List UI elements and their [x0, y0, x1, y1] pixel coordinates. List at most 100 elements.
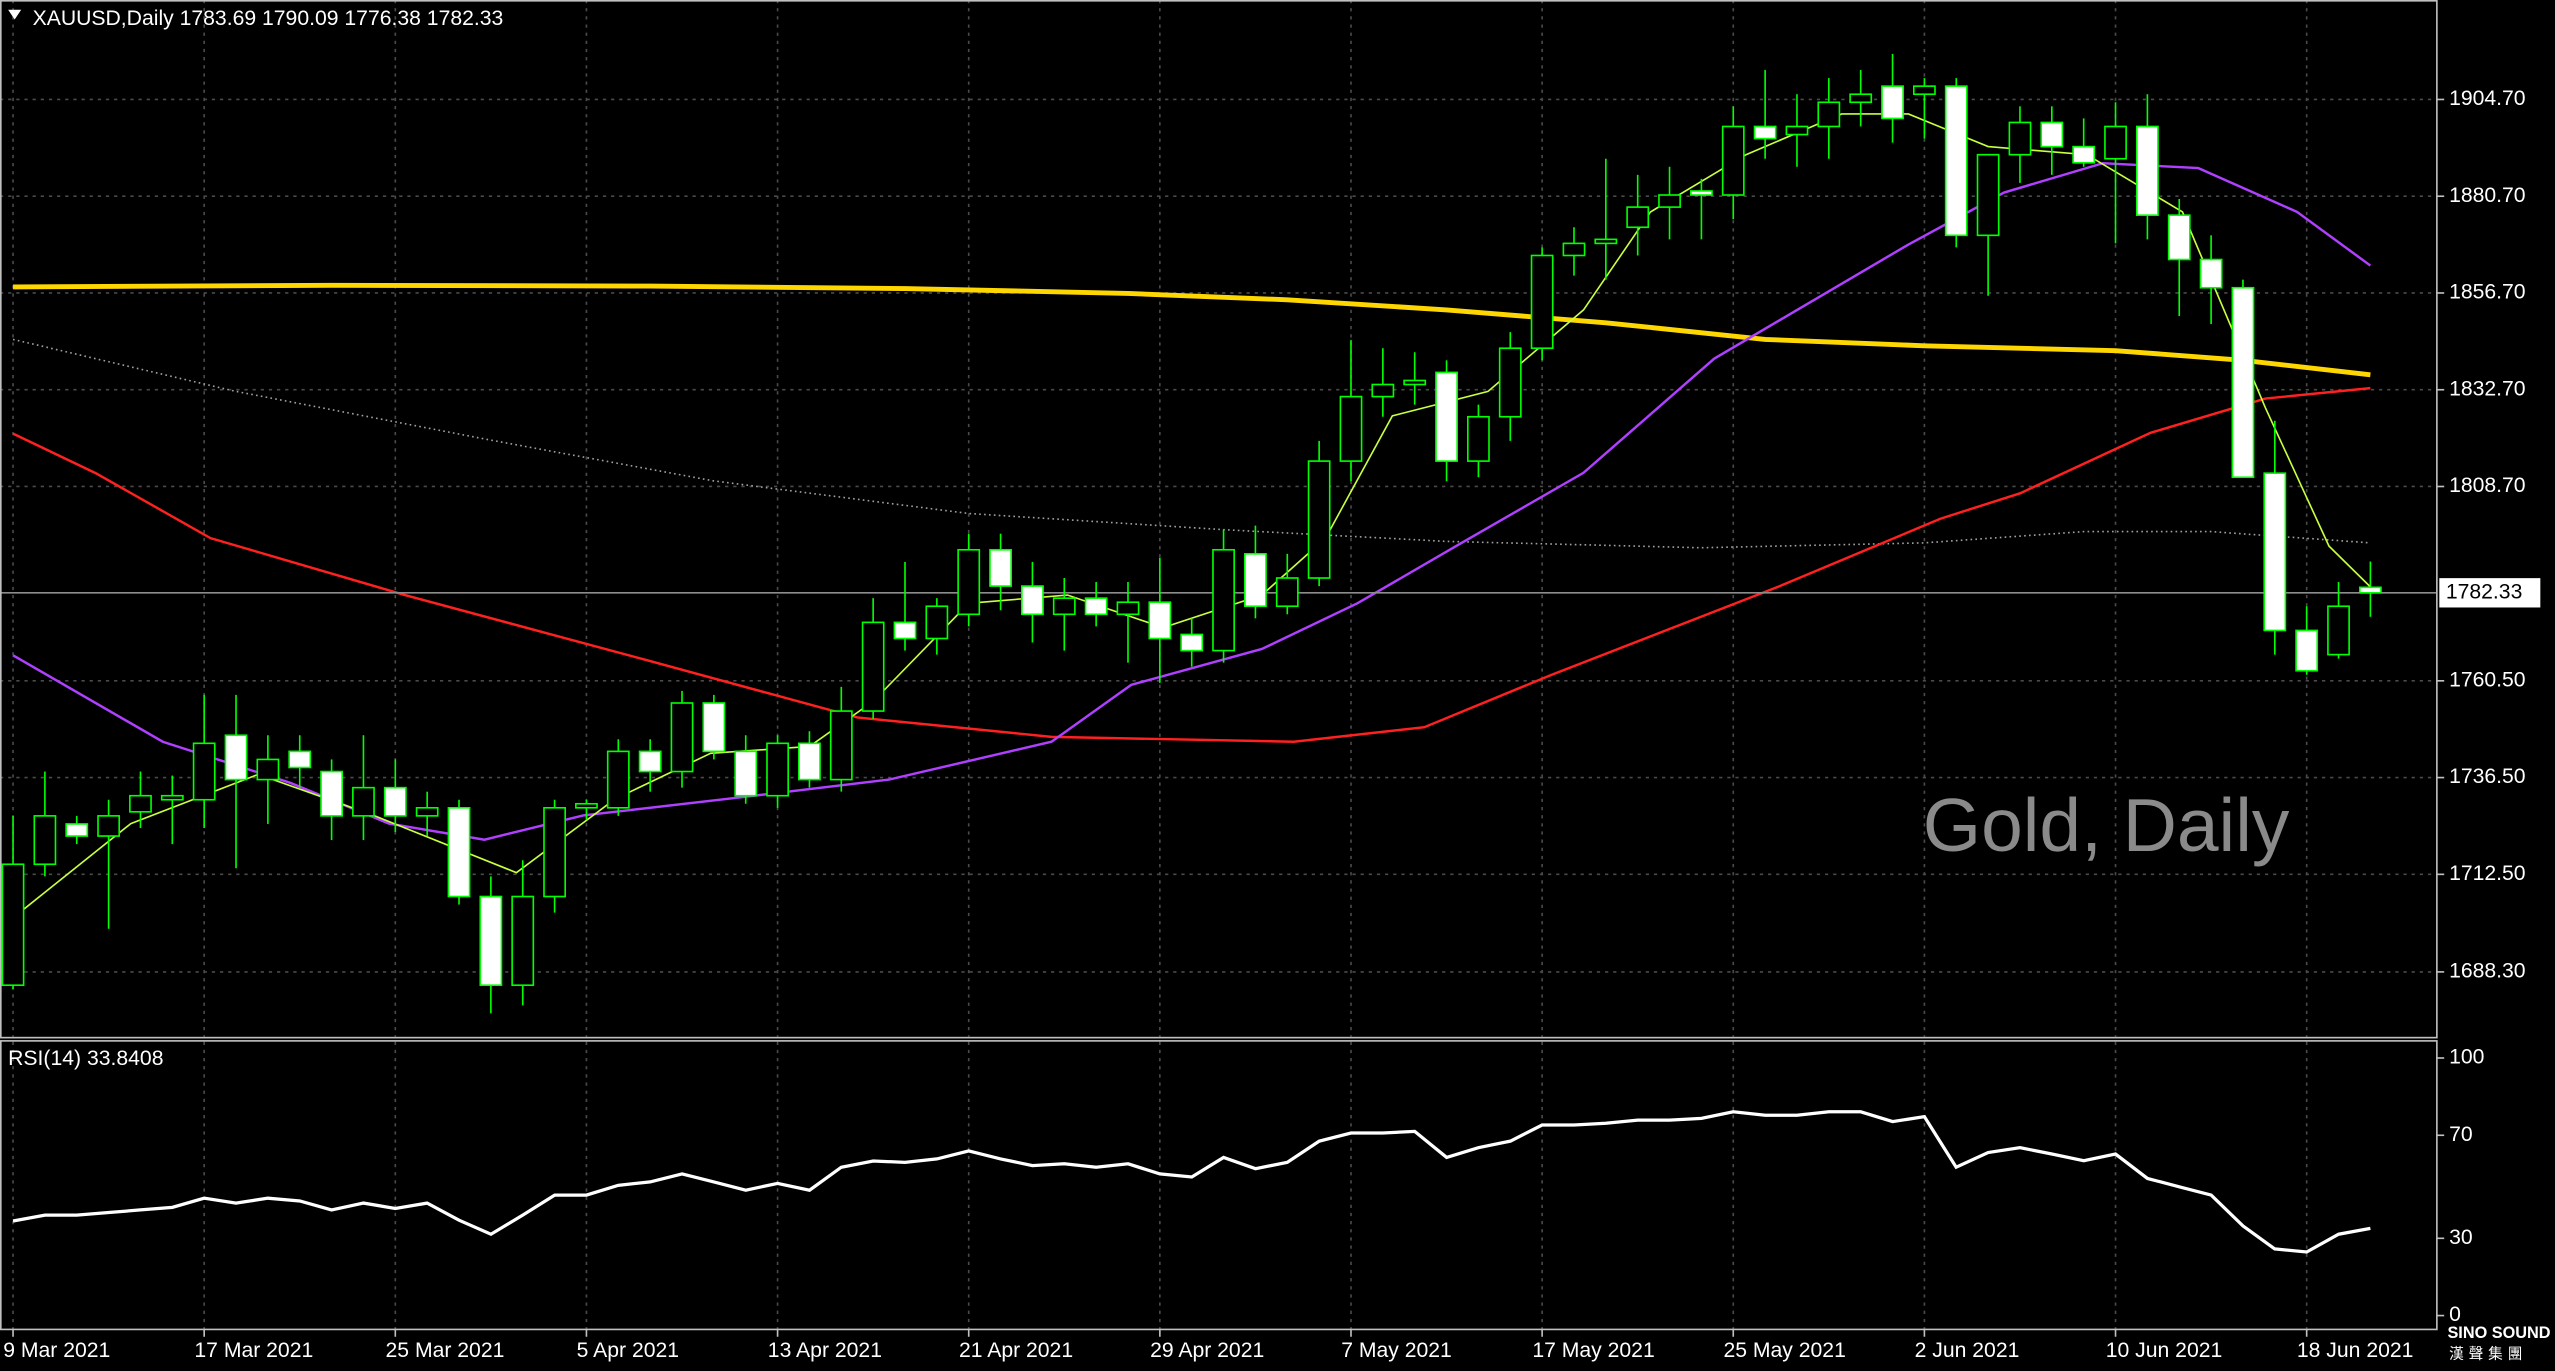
candle-body — [1052, 597, 1076, 616]
x-tick-label: 10 Jun 2021 — [2106, 1339, 2223, 1362]
x-tick-label: 13 Apr 2021 — [768, 1339, 882, 1362]
candle-body — [2358, 586, 2382, 594]
candle-body — [1371, 383, 1395, 398]
rsi-tick-label: 30 — [2449, 1226, 2473, 1249]
candle-body — [1275, 577, 1299, 608]
candle-body — [670, 702, 694, 773]
rsi-panel-border — [0, 1040, 2438, 1331]
candle-body — [224, 734, 248, 781]
candle-body — [1116, 601, 1140, 616]
candle-body — [511, 895, 535, 987]
candle-body — [288, 750, 312, 769]
candle-body — [2167, 214, 2191, 261]
candle-body — [575, 802, 598, 809]
menu-arrow[interactable] — [8, 9, 22, 20]
candle-body — [606, 750, 630, 809]
rsi-tick-label: 0 — [2449, 1303, 2461, 1326]
candle-body — [33, 815, 57, 866]
candle-body — [1753, 125, 1777, 140]
y-tick-label: 1688.30 — [2449, 959, 2526, 982]
x-tick-label: 5 Apr 2021 — [577, 1339, 679, 1362]
moving-average — [12, 386, 2371, 743]
candle-body — [925, 605, 949, 640]
y-tick-label: 1736.50 — [2449, 765, 2526, 788]
candle-body — [893, 621, 917, 640]
x-tick-label: 25 Mar 2021 — [386, 1339, 505, 1362]
candle-body — [1881, 85, 1904, 120]
y-tick-label: 1832.70 — [2449, 377, 2526, 400]
y-tick-label: 1808.70 — [2449, 474, 2526, 497]
price-panel-border — [0, 0, 2438, 1039]
candle-body — [1817, 101, 1841, 128]
rsi-title: RSI(14) 33.8408 — [8, 1047, 163, 1070]
y-tick-label: 1856.70 — [2449, 281, 2526, 304]
candle-body — [989, 548, 1012, 587]
candle-body — [415, 806, 439, 817]
candle-body — [1307, 460, 1331, 579]
candle-body — [97, 815, 121, 837]
candle-body — [829, 710, 853, 781]
x-tick-label: 9 Mar 2021 — [3, 1339, 110, 1362]
plot-layer — [0, 53, 2437, 1254]
candle-body — [1721, 125, 1745, 196]
y-tick-label: 1712.50 — [2449, 862, 2526, 885]
rsi-tick-label: 70 — [2449, 1123, 2473, 1146]
chart-title: XAUUSD,Daily 1783.69 1790.09 1776.38 178… — [33, 7, 504, 30]
candle-body — [65, 823, 89, 837]
candle-body — [129, 794, 152, 813]
y-tick-label: 1904.70 — [2449, 87, 2526, 110]
logo-name: SINO SOUND — [2447, 1324, 2550, 1342]
candle-body — [1084, 597, 1108, 616]
x-tick-label: 2 Jun 2021 — [1915, 1339, 2020, 1362]
candle-body — [1626, 206, 1650, 229]
candle-body — [320, 770, 344, 817]
candle-body — [543, 806, 566, 898]
candle-body — [447, 806, 471, 898]
candle-body — [734, 750, 758, 797]
candle-body — [1435, 371, 1458, 462]
candle-body — [1244, 553, 1267, 608]
candle-body — [702, 702, 726, 753]
x-tick-label: 29 Apr 2021 — [1150, 1339, 1264, 1362]
y-tick-label: 1760.50 — [2449, 668, 2526, 691]
candle-body — [2104, 125, 2127, 160]
candle-body — [160, 794, 184, 801]
x-tick-label: 7 May 2021 — [1341, 1339, 1452, 1362]
candle-body — [383, 786, 407, 817]
candle-body — [1403, 379, 1427, 386]
candle-body — [2295, 629, 2319, 672]
candle-body — [1689, 190, 1713, 196]
candle-body — [1, 863, 25, 987]
candle-body — [766, 742, 789, 797]
rsi-tick-label: 100 — [2449, 1046, 2484, 1069]
candle-body — [1912, 85, 1936, 96]
x-tick-label: 17 Mar 2021 — [194, 1339, 313, 1362]
last-price-box — [2439, 578, 2541, 608]
candle-body — [1148, 601, 1172, 640]
watermark: Gold, Daily — [1923, 783, 2290, 867]
candle-body — [1562, 242, 1586, 257]
candle-body — [2040, 121, 2064, 148]
candle-body — [2263, 472, 2287, 632]
candle-body — [1339, 395, 1363, 462]
grid-layer — [0, 0, 2437, 1329]
candle-body — [2231, 286, 2255, 479]
candle-body — [1976, 153, 2000, 237]
rsi-line — [12, 1110, 2371, 1254]
candle-body — [1849, 93, 1873, 104]
candle-body — [352, 786, 375, 817]
candle-body — [1467, 415, 1490, 462]
moving-average — [12, 161, 2372, 841]
candle-body — [1021, 585, 1044, 616]
candle-body — [798, 742, 821, 781]
candle-body — [861, 621, 885, 712]
candle-body — [2135, 125, 2159, 216]
candle-body — [1530, 254, 1554, 350]
candle-body — [2327, 605, 2350, 656]
last-price-label: 1782.33 — [2446, 580, 2523, 603]
candle-body — [1212, 548, 1235, 652]
moving-average — [13, 282, 2371, 378]
candle-body — [2072, 145, 2096, 164]
